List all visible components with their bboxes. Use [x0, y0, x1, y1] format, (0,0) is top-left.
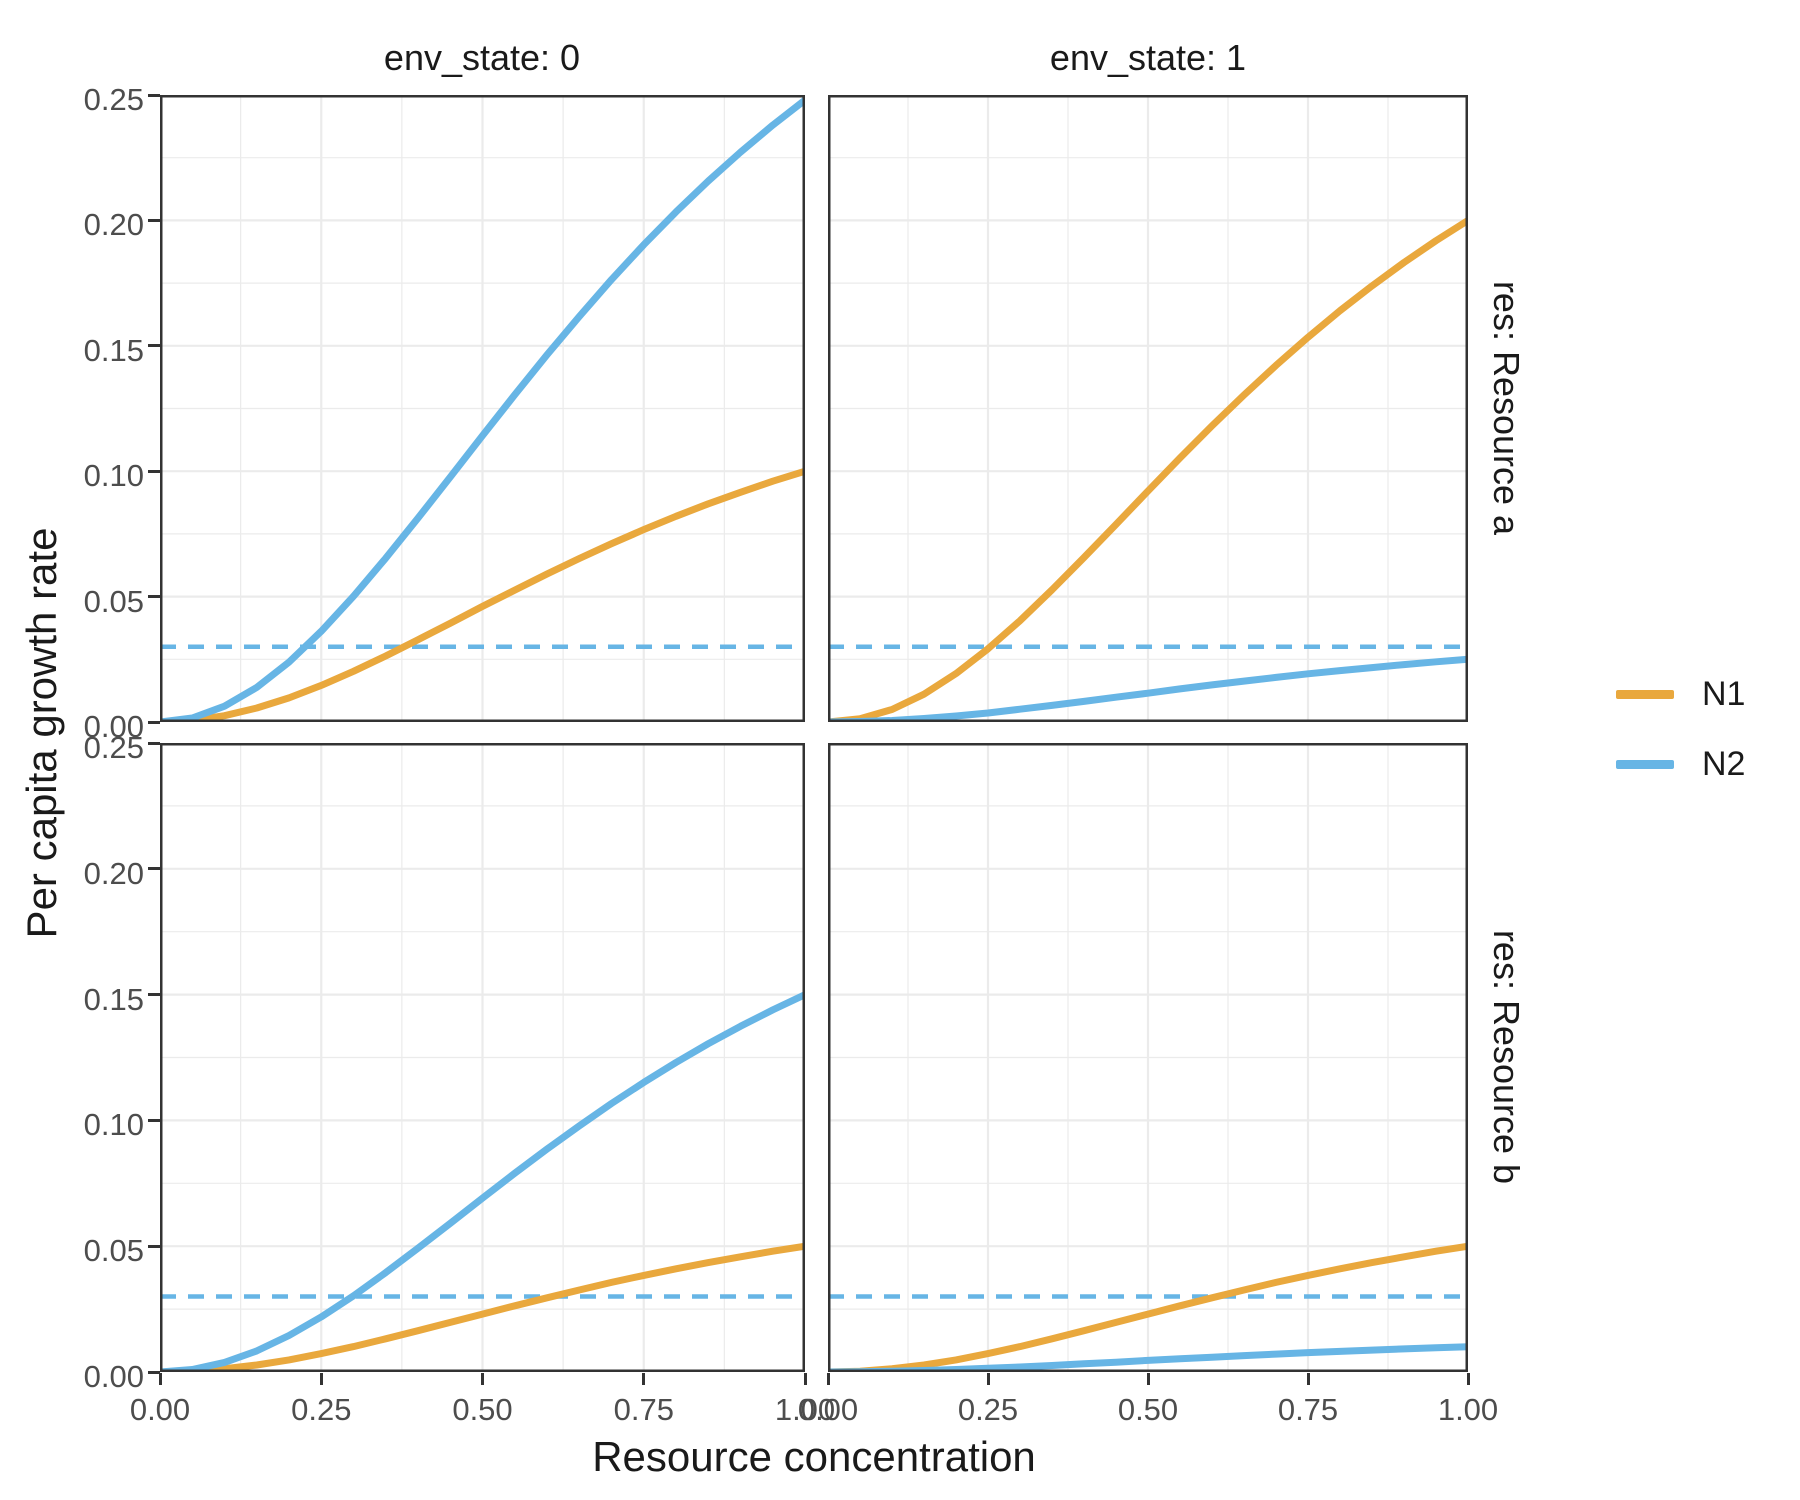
x-tick-mark — [319, 1373, 323, 1385]
y-tick-mark — [148, 344, 160, 348]
panel-border — [160, 743, 805, 1372]
y-tick-mark — [148, 1370, 160, 1374]
panel-env0-resA — [160, 95, 805, 722]
series-line-N1 — [160, 467, 805, 722]
panel-env1-resA — [828, 95, 1468, 722]
y-tick-label: 0.15 — [83, 981, 144, 1017]
y-tick-mark — [148, 93, 160, 97]
panel-border — [160, 95, 805, 722]
y-tick-mark — [148, 218, 160, 222]
x-tick-mark — [1306, 1373, 1310, 1385]
legend-label-n2: N2 — [1702, 745, 1746, 783]
x-tick-mark — [158, 1373, 162, 1385]
y-tick-mark — [148, 1244, 160, 1248]
y-tick-mark — [148, 993, 160, 997]
y-tick-label: 0.05 — [83, 583, 144, 619]
x-tick-label: 0.25 — [291, 1392, 352, 1427]
y-tick-label: 0.20 — [83, 207, 144, 243]
series-line-N2 — [160, 991, 805, 1372]
y-tick-label: 0.15 — [83, 332, 144, 368]
legend-label-n1: N1 — [1702, 675, 1746, 713]
series-line-N1 — [828, 1242, 1468, 1372]
series-line-N2 — [160, 96, 805, 722]
legend-item-n2: N2 — [1616, 742, 1745, 786]
panel-env1-resB — [828, 743, 1468, 1372]
panel-border — [828, 743, 1468, 1372]
legend-item-n1: N1 — [1616, 672, 1745, 716]
x-tick-label: 0.50 — [452, 1392, 513, 1427]
x-tick-label: 1.00 — [1437, 1392, 1499, 1427]
y-tick-mark — [148, 867, 160, 871]
x-tick-label: 1.00 — [774, 1392, 836, 1427]
x-tick-mark — [803, 1373, 807, 1385]
series-line-N1 — [828, 216, 1468, 722]
y-tick-label: 0.25 — [83, 730, 144, 765]
x-tick-mark — [986, 1373, 990, 1385]
x-axis-title: Resource concentration — [592, 1433, 1036, 1480]
x-tick-mark — [481, 1373, 484, 1385]
x-tick-mark — [642, 1373, 646, 1385]
y-tick-mark — [148, 741, 160, 745]
x-tick-label: 0.50 — [1117, 1392, 1179, 1427]
x-tick-label: 0.75 — [1277, 1392, 1339, 1427]
series-line-N1 — [160, 1242, 805, 1372]
panel-env0-resB — [160, 743, 805, 1372]
y-tick-label: 0.10 — [83, 1107, 144, 1143]
x-tick-label: 0.25 — [957, 1392, 1019, 1427]
y-tick-mark — [148, 1118, 160, 1122]
y-tick-label: 0.25 — [83, 82, 144, 117]
y-tick-mark — [148, 720, 160, 724]
series-line-N2 — [828, 655, 1468, 722]
x-tick-mark — [1146, 1373, 1150, 1385]
y-tick-mark — [148, 595, 160, 599]
n1-line-key — [1616, 689, 1674, 699]
n2-line-key — [1616, 759, 1674, 769]
y-tick-label: 0.10 — [83, 458, 144, 494]
y-tick-label: 0.20 — [83, 855, 144, 891]
x-tick-mark — [1466, 1373, 1470, 1385]
x-tick-label: 0.75 — [613, 1392, 674, 1427]
y-tick-mark — [148, 469, 160, 473]
y-tick-label: 0.00 — [83, 1359, 144, 1394]
x-tick-mark — [826, 1373, 830, 1385]
panel-border — [828, 95, 1468, 722]
x-tick-label: 0.00 — [129, 1392, 191, 1427]
y-tick-label: 0.05 — [83, 1233, 144, 1269]
legend: N1 N2 — [1616, 672, 1745, 812]
y-tick-label: 0.00 — [83, 709, 144, 744]
facet-strip-env-state-1: env_state: 1 — [1049, 37, 1247, 78]
facet-strip-env-state-0: env_state: 0 — [383, 37, 581, 78]
x-tick-label: 0.00 — [797, 1392, 859, 1427]
